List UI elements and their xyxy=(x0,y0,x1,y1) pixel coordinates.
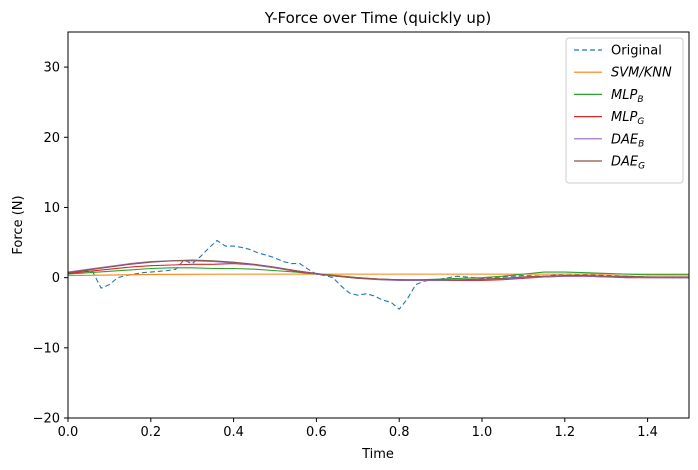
y-tick-label: 30 xyxy=(43,61,60,76)
x-tick-label: 1.4 xyxy=(637,425,658,440)
y-tick-label: 20 xyxy=(43,131,60,146)
x-axis: 0.0 0.2 0.4 0.6 0.8 1.0 1.2 1.4 xyxy=(58,418,658,440)
legend-label: DAEG xyxy=(611,155,645,172)
y-axis-label: Force (N) xyxy=(11,195,26,254)
x-axis-label: Time xyxy=(361,447,394,462)
plot-border xyxy=(67,31,690,419)
y-tick-label: 0 xyxy=(52,271,60,286)
legend-box xyxy=(565,37,684,184)
x-tick-label: 0.6 xyxy=(306,425,327,440)
x-tick-label: 0.8 xyxy=(389,425,410,440)
series-layer xyxy=(68,239,689,310)
series-line-dae-g xyxy=(68,259,689,281)
y-tick-label: 10 xyxy=(43,201,60,216)
x-tick-label: 1.2 xyxy=(554,425,575,440)
legend-label: Original xyxy=(611,44,662,59)
y-tick-label: −20 xyxy=(33,412,60,427)
legend-label: DAEB xyxy=(611,132,644,149)
legend: Original SVM/KNN MLPB MLPG DAEB DAEG xyxy=(565,37,684,184)
x-tick-label: 0.0 xyxy=(58,425,79,440)
legend-label: MLPB xyxy=(611,88,644,105)
legend-label: MLPG xyxy=(611,110,644,127)
y-axis: −20 −10 0 10 20 30 xyxy=(33,61,68,427)
legend-label: SVM/KNN xyxy=(611,66,672,81)
x-tick-label: 1.0 xyxy=(472,425,493,440)
chart-title: Y-Force over Time (quickly up) xyxy=(264,9,492,27)
x-tick-label: 0.4 xyxy=(223,425,244,440)
x-tick-label: 0.2 xyxy=(140,425,161,440)
y-tick-label: −10 xyxy=(33,341,60,356)
